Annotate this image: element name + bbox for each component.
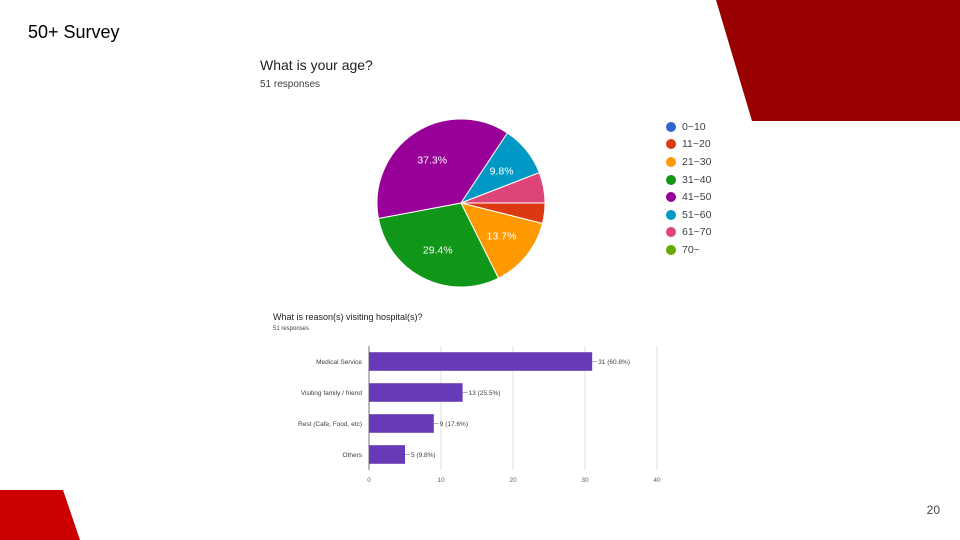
legend-item: 51~60 [666,206,756,224]
bar [369,383,463,402]
legend-item: 0~10 [666,118,756,136]
legend-swatch [666,227,676,238]
top-right-decoration [716,0,960,121]
pie-slice-label: 13.7% [487,231,517,243]
pie-slice-61~70 [460,172,546,204]
legend-label: 21~30 [682,155,712,168]
legend-item: 21~30 [666,153,756,171]
bar [369,352,593,371]
legend-label: 61~70 [682,226,712,239]
bar-data-label: 13 (25.5%) [469,390,501,397]
x-tick-label: 30 [581,477,589,484]
pie-chart-subtitle: 51 responses [260,79,321,90]
pie-slice-31~40 [377,202,500,288]
legend-swatch [666,156,676,167]
legend-label: 51~60 [682,208,712,221]
category-label: Medical Service [316,359,362,366]
legend-label: 41~50 [682,191,712,204]
pie-slice-label: 29.4% [423,245,453,257]
x-tick-label: 0 [367,477,371,484]
legend-label: 0~10 [682,120,706,133]
pie-slice-label: 37.3% [417,155,447,167]
x-tick-label: 40 [653,477,661,484]
bar-data-label: 9 (17.6%) [440,421,468,428]
legend-item: 70~ [666,241,756,259]
legend-swatch [666,192,676,203]
legend-swatch [666,174,676,185]
pie-slice-21~30 [460,202,544,279]
pie-slice-label: 9.8% [490,165,514,177]
legend-label: 11~20 [682,138,711,151]
bar-data-label: 5 (9.8%) [411,452,436,459]
legend-swatch [666,244,676,255]
legend-label: 31~40 [682,173,712,186]
legend-swatch [666,121,676,132]
bar-chart-title: What is reason(s) visiting hospital(s)? [273,312,423,322]
category-label: Rest (Cafe, Food, etc) [298,421,362,428]
legend-item: 31~40 [666,171,756,189]
page-number: 20 [926,503,940,517]
bar [369,445,405,464]
x-tick-label: 10 [437,477,445,484]
slide-title: 50+ Survey [28,22,120,42]
legend-item: 61~70 [666,224,756,242]
bar-chart-subtitle: 51 responses [273,326,310,332]
pie-slice-41~50 [376,118,509,220]
pie-legend: 0~10 11~20 21~30 31~40 41~50 51~60 61~70 70~ [666,118,756,259]
bar [369,414,434,433]
x-tick-label: 20 [509,477,517,484]
category-label: Others [342,452,362,459]
legend-swatch [666,139,676,150]
legend-label: 70~ [682,243,700,256]
legend-item: 41~50 [666,188,756,206]
bottom-left-decoration [0,490,80,540]
legend-item: 11~20 [666,136,756,154]
bar-data-label: 31 (60.8%) [598,359,630,366]
category-label: Visiting family / friend [301,390,363,397]
pie-chart-title: What is your age? [260,57,373,73]
legend-swatch [666,209,676,220]
